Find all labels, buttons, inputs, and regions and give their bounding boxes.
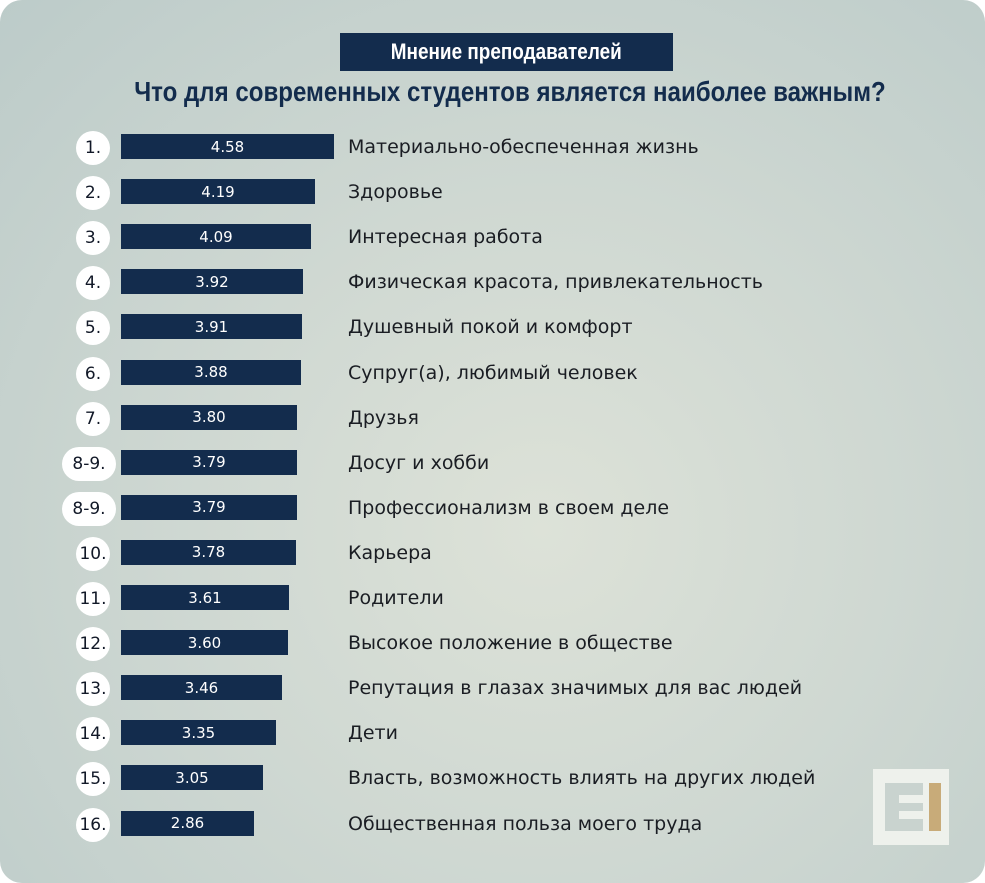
bar: 2.86 bbox=[121, 810, 254, 836]
bar-value-label: 3.46 bbox=[184, 678, 219, 697]
bar-value-label: 4.58 bbox=[210, 137, 245, 156]
bar-value-label: 3.80 bbox=[192, 408, 226, 427]
bar: 3.78 bbox=[121, 539, 296, 565]
category-label: Репутация в глазах значимых для вас люде… bbox=[348, 677, 803, 700]
category-label: Общественная польза моего труда bbox=[348, 812, 703, 835]
bar: 3.61 bbox=[121, 585, 289, 610]
bar-row: 3. 4.09 Интересная работа bbox=[0, 221, 985, 256]
bar-value-label: 3.35 bbox=[181, 723, 216, 742]
rank-badge: 13. bbox=[76, 672, 110, 707]
category-label: Дети bbox=[348, 722, 398, 745]
bar: 4.19 bbox=[121, 179, 315, 205]
category-label: Карьера bbox=[348, 541, 432, 564]
bar-row: 14. 3.35 Дети bbox=[0, 717, 985, 752]
bar: 3.35 bbox=[121, 720, 276, 746]
category-label: Здоровье bbox=[348, 181, 443, 204]
bar-row: 13. 3.46 Репутация в глазах значимых для в… bbox=[0, 672, 985, 707]
bar: 3.92 bbox=[121, 269, 303, 295]
bar: 4.58 bbox=[121, 134, 334, 159]
bar-row: 12. 3.60 Высокое положение в обществе bbox=[0, 627, 985, 662]
category-label: Высокое положение в обществе bbox=[348, 632, 673, 655]
category-label: Друзья bbox=[348, 406, 419, 429]
bar-row: 8-9. 3.79 Досуг и хобби bbox=[0, 446, 985, 481]
category-label: Власть, возможность влиять на других люд… bbox=[348, 767, 816, 790]
rank-badge: 8-9. bbox=[62, 491, 116, 526]
bar: 3.79 bbox=[121, 494, 297, 520]
edu-logo-icon bbox=[873, 769, 949, 845]
rank-badge: 15. bbox=[76, 762, 110, 797]
rank-badge: 7. bbox=[76, 401, 110, 436]
bar-value-label: 3.79 bbox=[192, 453, 226, 472]
bar-value-label: 3.60 bbox=[187, 633, 222, 652]
bar-row: 8-9. 3.79 Профессионализм в своем деле bbox=[0, 491, 985, 526]
rank-badge: 16. bbox=[76, 807, 110, 842]
bar-row: 5. 3.91 Душевный покой и комфорт bbox=[0, 311, 985, 346]
category-label: Интересная работа bbox=[348, 226, 543, 249]
bar-value-label: 3.92 bbox=[195, 272, 229, 291]
bar-row: 11. 3.61 Родители bbox=[0, 582, 985, 616]
bar: 3.05 bbox=[121, 765, 263, 791]
bar-value-label: 3.78 bbox=[191, 543, 226, 562]
bar: 3.60 bbox=[121, 630, 288, 656]
bar-row: 4. 3.92 Физическая красота, привлекательно… bbox=[0, 266, 985, 301]
bar: 3.80 bbox=[121, 404, 297, 430]
rank-badge: 11. bbox=[76, 582, 110, 616]
category-label: Материально-обеспеченная жизнь bbox=[348, 136, 699, 158]
rank-badge: 1. bbox=[76, 131, 110, 165]
bar: 3.88 bbox=[121, 359, 301, 385]
bar-row: 16. 2.86 Общественная польза моего труда bbox=[0, 807, 985, 842]
category-label: Досуг и хобби bbox=[348, 451, 490, 474]
bar-value-label: 4.09 bbox=[199, 227, 233, 246]
bar-row: 2. 4.19 Здоровье bbox=[0, 176, 985, 211]
bar-row: 7. 3.80 Друзья bbox=[0, 401, 985, 436]
bar-value-label: 2.86 bbox=[170, 814, 205, 832]
bar-value-label: 3.61 bbox=[188, 588, 222, 607]
category-label: Родители bbox=[348, 587, 444, 609]
rank-badge: 14. bbox=[76, 717, 110, 752]
chart-title: Мнение преподавателей bbox=[391, 39, 622, 64]
rank-badge: 8-9. bbox=[62, 446, 116, 481]
category-label: Душевный покой и комфорт bbox=[348, 316, 633, 339]
bar-row: 6. 3.88 Супруг(а), любимый человек bbox=[0, 356, 985, 391]
rank-badge: 12. bbox=[76, 627, 110, 662]
bar-value-label: 3.79 bbox=[192, 498, 226, 517]
bar-row: 1. 4.58 Материально-обеспеченная жизнь bbox=[0, 131, 985, 165]
rank-badge: 2. bbox=[76, 176, 110, 211]
category-label: Супруг(а), любимый человек bbox=[348, 361, 638, 384]
rank-badge: 6. bbox=[76, 356, 110, 391]
rank-badge: 10. bbox=[76, 536, 110, 571]
bar-row: 10. 3.78 Карьера bbox=[0, 536, 985, 571]
bar-row: 15. 3.05 Власть, возможность влиять на дру… bbox=[0, 762, 985, 797]
bar: 3.91 bbox=[121, 314, 302, 340]
rank-badge: 3. bbox=[76, 221, 110, 256]
bar-value-label: 3.88 bbox=[194, 363, 228, 381]
chart-subtitle: Что для современных студентов является н… bbox=[134, 76, 886, 107]
category-label: Профессионализм в своем деле bbox=[348, 496, 670, 519]
bar-value-label: 3.05 bbox=[175, 768, 209, 787]
bar: 3.79 bbox=[121, 449, 297, 475]
bar: 4.09 bbox=[121, 224, 311, 250]
bar: 3.46 bbox=[121, 675, 282, 701]
bar-value-label: 3.91 bbox=[194, 317, 229, 336]
category-label: Физическая красота, привлекательность bbox=[348, 271, 763, 294]
bar-value-label: 4.19 bbox=[201, 182, 235, 201]
title-box: Мнение преподавателей bbox=[340, 33, 673, 71]
rank-badge: 4. bbox=[76, 266, 110, 301]
rank-badge: 5. bbox=[76, 311, 110, 346]
